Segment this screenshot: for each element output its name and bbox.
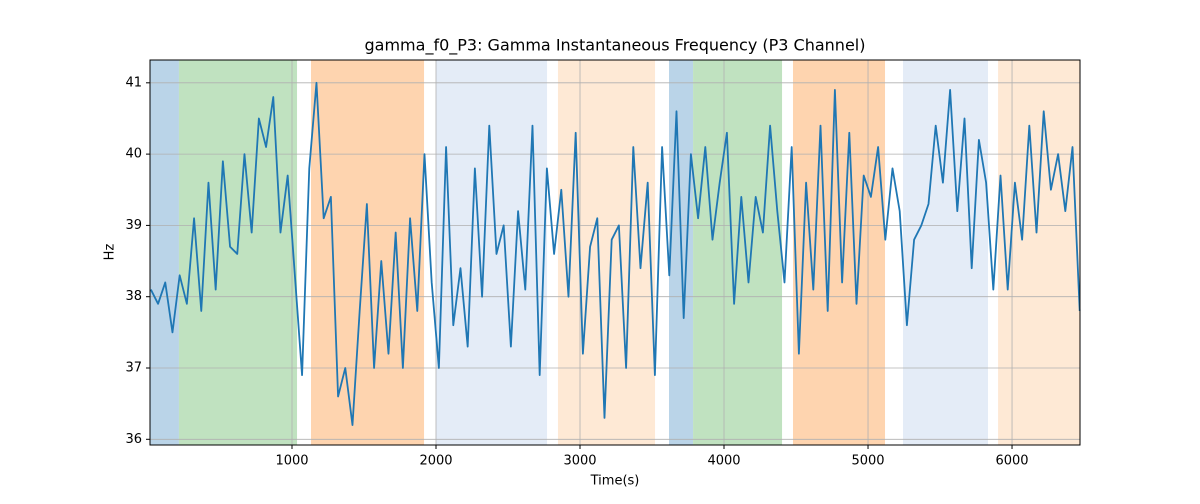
line	[150, 81, 1081, 426]
x-tick-label: 3000	[563, 454, 596, 469]
x-tick-label: 2000	[419, 454, 452, 469]
y-tick-label: 37	[125, 361, 142, 376]
x-tick-label: 5000	[851, 454, 884, 469]
span	[311, 60, 425, 445]
span	[435, 60, 548, 445]
y-tick-label: 40	[125, 147, 142, 162]
span	[903, 60, 988, 445]
y-tick-label: 39	[125, 218, 142, 233]
x-tick-label: 1000	[275, 454, 308, 469]
chart-title: gamma_f0_P3: Gamma Instantaneous Frequen…	[365, 36, 866, 56]
x-tick-label: 4000	[707, 454, 740, 469]
y-axis-label: Hz	[103, 244, 118, 261]
x-tick-label: 6000	[995, 454, 1028, 469]
x-axis-label: Time(s)	[590, 474, 640, 489]
span	[792, 60, 886, 445]
y-tick-label: 36	[125, 432, 142, 447]
y-tick-label: 41	[125, 75, 142, 90]
span	[150, 60, 179, 445]
plot-frame	[149, 59, 1081, 446]
y-tick-label: 38	[125, 289, 142, 304]
